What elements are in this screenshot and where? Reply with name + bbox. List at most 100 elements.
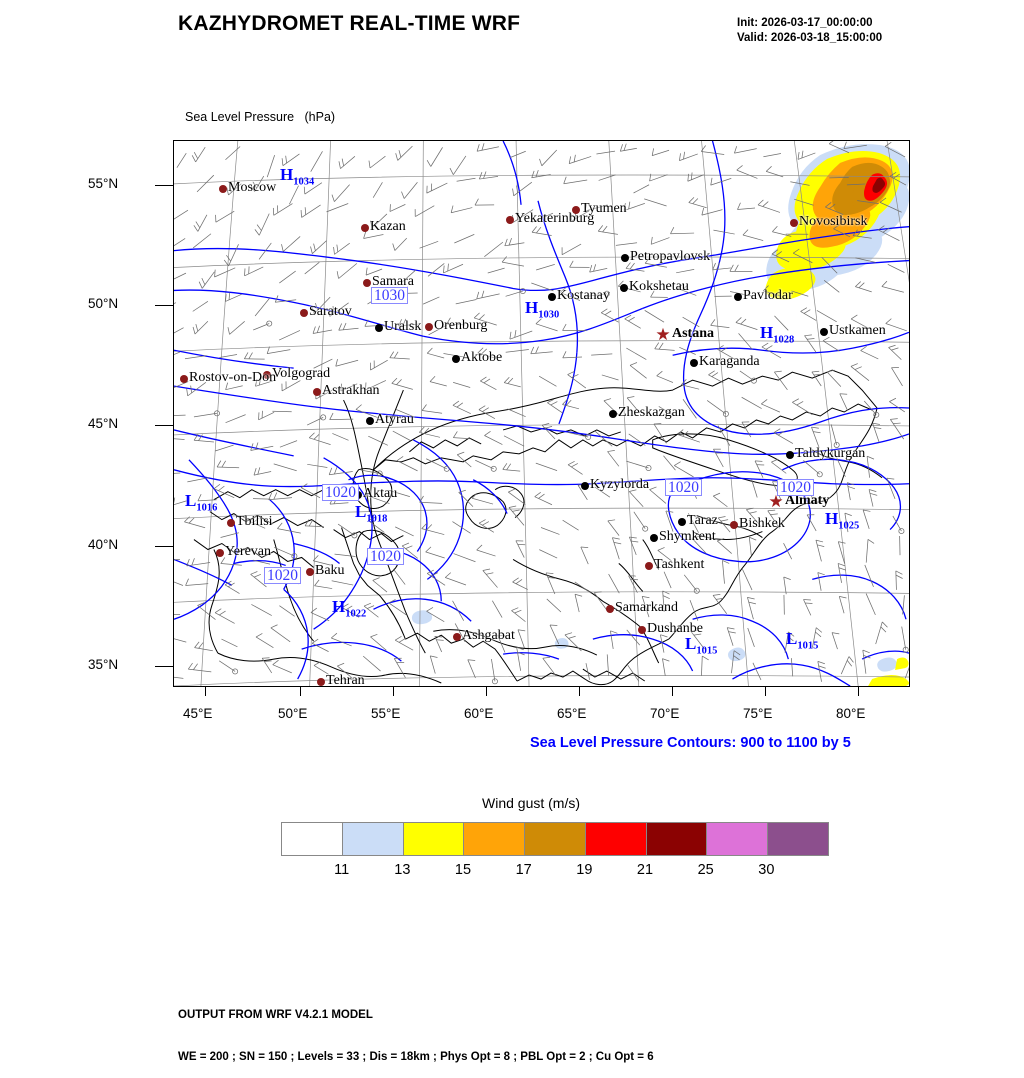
- run-time-block: Init: 2026-03-17_00:00:00 Valid: 2026-03…: [737, 16, 882, 46]
- pressure-center-l-1015: L1015: [786, 629, 819, 652]
- colorbar-tick-21: 21: [636, 862, 654, 878]
- city-name-label: Ustkamen: [829, 323, 886, 338]
- city-dot-icon: [548, 293, 556, 301]
- city-name-label: Taldykurgan: [795, 446, 866, 461]
- city-dot-icon: [678, 518, 686, 526]
- colorbar-swatch-5[interactable]: [584, 823, 646, 855]
- city-dot-icon: [609, 410, 617, 418]
- city-name-label: Petropavlovsk: [630, 249, 711, 264]
- city-dot-icon: [313, 388, 321, 396]
- isobar-label-1020: 1020: [665, 479, 702, 496]
- pressure-center-h-1030: H1030: [525, 298, 560, 321]
- isobar-label-1030: 1030: [371, 287, 408, 304]
- city-dot-icon: [506, 216, 514, 224]
- x-tick-mark: [205, 687, 207, 696]
- pressure-center-h-1022: H1022: [332, 597, 367, 620]
- city-name-label: Zheskazgan: [618, 405, 685, 420]
- y-axis-label-40°N: 40°N: [88, 537, 119, 552]
- city-dot-icon: [790, 219, 798, 227]
- city-name-label: Bishkek: [739, 516, 785, 531]
- city-dot-icon: [820, 328, 828, 336]
- colorbar-title: Wind gust (m/s): [482, 795, 581, 811]
- x-tick-mark: [672, 687, 674, 696]
- colorbar-swatch-3[interactable]: [463, 823, 525, 855]
- pressure-center-l-1015: L1015: [685, 634, 718, 657]
- city-dot-icon: [216, 549, 224, 557]
- colorbar-swatch-2[interactable]: [402, 823, 464, 855]
- x-axis-label-65°E: 65°E: [557, 706, 587, 721]
- y-tick-mark: [155, 305, 173, 307]
- city-name-label: Taraz: [687, 513, 718, 528]
- y-tick-mark: [155, 185, 173, 187]
- pressure-center-l-1018: L1018: [355, 502, 388, 525]
- city-name-label: Kyzylorda: [590, 477, 650, 492]
- x-tick-mark: [393, 687, 395, 696]
- city-name-label: Yekaterinburg: [515, 211, 595, 226]
- city-dot-icon: [606, 605, 614, 613]
- city-name-label: Tashkent: [654, 557, 705, 572]
- legend-line-pressure: Sea Level Pressure (hPa): [185, 110, 336, 124]
- capital-star-icon: ★: [768, 492, 784, 511]
- x-axis-label-70°E: 70°E: [650, 706, 680, 721]
- x-axis-label-75°E: 75°E: [743, 706, 773, 721]
- city-dot-icon: [361, 224, 369, 232]
- x-axis-label-55°E: 55°E: [371, 706, 401, 721]
- capital-name-label: Astana: [672, 326, 715, 341]
- colorbar-swatch-4[interactable]: [524, 823, 585, 855]
- x-tick-mark: [579, 687, 581, 696]
- isobar-label-1020: 1020: [264, 567, 301, 584]
- colorbar-swatch-7[interactable]: [706, 823, 768, 855]
- city-name-label: Karaganda: [699, 354, 760, 369]
- city-dot-icon: [650, 534, 658, 542]
- city-dot-icon: [452, 355, 460, 363]
- colorbar-swatch-8[interactable]: [767, 823, 829, 855]
- x-axis-label-45°E: 45°E: [183, 706, 213, 721]
- colorbar-swatch-6[interactable]: [645, 823, 707, 855]
- city-name-label: Atyrau: [375, 412, 414, 427]
- city-dot-icon: [425, 323, 433, 331]
- colorbar-tick-17: 17: [515, 862, 532, 878]
- isobar-label-1020: 1020: [777, 479, 814, 496]
- footer-line-model: OUTPUT FROM WRF V4.2.1 MODEL: [178, 1009, 373, 1021]
- city-dot-icon: [690, 359, 698, 367]
- city-dot-icon: [227, 519, 235, 527]
- x-tick-mark: [765, 687, 767, 696]
- city-name-label: Moscow: [228, 180, 277, 195]
- city-name-label: Kazan: [370, 219, 406, 234]
- city-name-label: Astrakhan: [322, 383, 380, 398]
- city-dot-icon: [306, 568, 314, 576]
- init-time: Init: 2026-03-17_00:00:00: [737, 17, 873, 29]
- city-name-label: Tehran: [326, 673, 365, 687]
- colorbar-swatch-1[interactable]: [341, 823, 403, 855]
- y-tick-mark: [155, 425, 173, 427]
- wind-gust-colorbar[interactable]: [281, 822, 829, 856]
- city-name-label: Volgograd: [272, 366, 331, 381]
- x-tick-mark: [486, 687, 488, 696]
- y-tick-mark: [155, 546, 173, 548]
- city-name-label: Tbilisi: [236, 514, 273, 529]
- city-dot-icon: [263, 371, 271, 379]
- city-dot-icon: [180, 375, 188, 383]
- city-name-label: Samarkand: [615, 600, 678, 615]
- city-name-label: Aktobe: [461, 350, 503, 365]
- x-axis-label-50°E: 50°E: [278, 706, 308, 721]
- wind-barbs: [174, 141, 909, 685]
- x-axis-label-60°E: 60°E: [464, 706, 494, 721]
- city-dot-icon: [572, 206, 580, 214]
- colorbar-tick-19: 19: [576, 862, 593, 878]
- pressure-center-h-1025: H1025: [825, 509, 860, 532]
- pressure-center-l-1016: L1016: [185, 491, 218, 514]
- weather-map[interactable]: Moscow Kazan Samara Saratov Uralsk Orenburg Ak…: [173, 140, 910, 687]
- city-dot-icon: [645, 562, 653, 570]
- model-output-footer: OUTPUT FROM WRF V4.2.1 MODEL WE = 200 ; …: [178, 980, 654, 1078]
- x-tick-mark: [300, 687, 302, 696]
- city-dot-icon: [620, 284, 628, 292]
- capital-name-label: Almaty: [785, 493, 830, 508]
- colorbar-tick-25: 25: [697, 862, 714, 878]
- colorbar-tick-15: 15: [454, 862, 472, 878]
- y-tick-mark: [155, 666, 173, 668]
- city-name-label: Saratov: [309, 304, 352, 319]
- city-dot-icon: [734, 293, 742, 301]
- colorbar-swatch-0[interactable]: [282, 823, 342, 855]
- contour-interval-note: Sea Level Pressure Contours: 900 to 1100…: [530, 735, 851, 751]
